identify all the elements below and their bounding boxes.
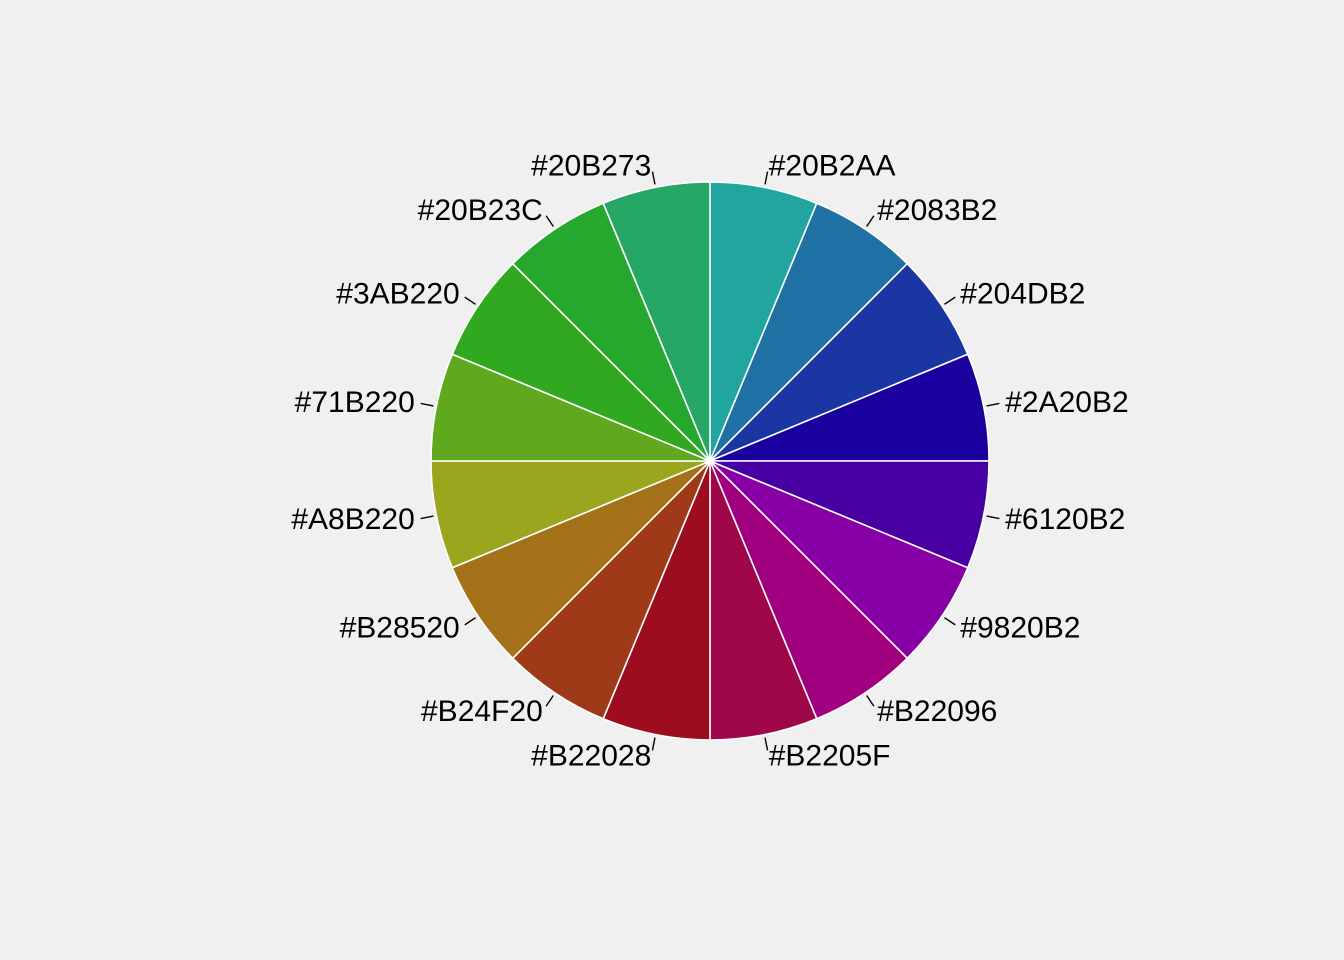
slice-label: #20B2AA: [769, 149, 896, 182]
slice-label: #B28520: [340, 612, 460, 645]
slice-label: #20B23C: [418, 194, 543, 227]
slice-label: #2083B2: [877, 194, 997, 227]
slice-label: #B22028: [531, 740, 651, 773]
label-tick: [420, 402, 434, 407]
label-tick: [651, 737, 656, 751]
label-tick: [866, 215, 875, 227]
label-tick: [944, 296, 956, 305]
label-tick: [986, 515, 1000, 520]
slice-label: #B2205F: [769, 740, 891, 773]
label-tick: [866, 695, 875, 707]
label-tick: [764, 737, 769, 751]
slice-label: #20B273: [531, 149, 651, 182]
label-tick: [464, 296, 476, 305]
label-tick: [545, 215, 554, 227]
slice-label: #204DB2: [960, 277, 1085, 310]
slice-label: #2A20B2: [1005, 386, 1128, 419]
slice-label: #B24F20: [421, 695, 543, 728]
label-tick: [764, 171, 769, 185]
label-tick: [420, 515, 434, 520]
pie-slice: [602, 181, 711, 462]
label-tick: [464, 617, 476, 626]
label-ticks: [420, 171, 1000, 751]
slice-label: #A8B220: [291, 503, 414, 536]
label-tick: [944, 617, 956, 626]
slice-label: #71B220: [295, 386, 415, 419]
label-tick: [986, 402, 1000, 407]
slice-label: #9820B2: [960, 612, 1080, 645]
slice-label: #6120B2: [1005, 503, 1125, 536]
label-tick: [651, 171, 656, 185]
slice-label: #3AB220: [336, 277, 459, 310]
slice-label: #B22096: [877, 695, 997, 728]
label-tick: [545, 695, 554, 707]
slice-labels: #20B2AA #2083B2 #204DB2 #2A20B2 #6120B2 #9820…: [291, 149, 1128, 772]
pie-slices: [430, 181, 990, 741]
